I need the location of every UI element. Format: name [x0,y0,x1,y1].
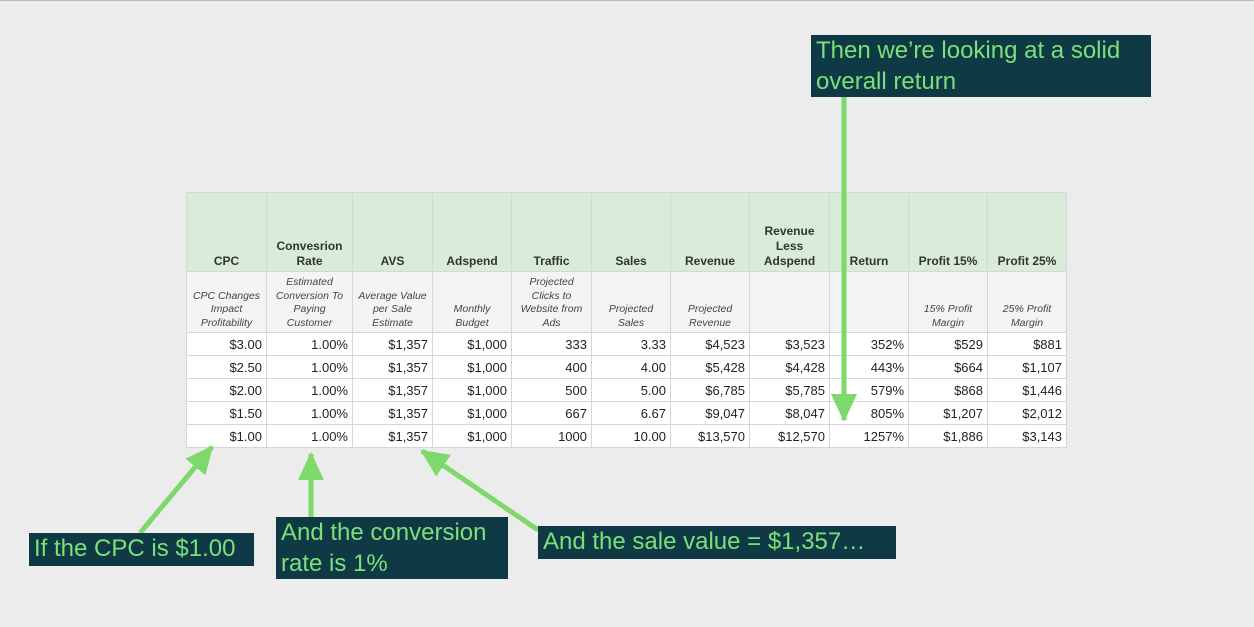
cell[interactable]: $4,523 [670,332,750,356]
cell[interactable]: $868 [908,378,988,402]
cell[interactable]: 352% [829,332,909,356]
desc-traffic: Projected Clicks to Website from Ads [511,271,592,333]
header-cpc: CPC [186,192,267,272]
table-row: $2.50 1.00% $1,357 $1,000 400 4.00 $5,42… [186,355,1067,379]
cell[interactable]: 579% [829,378,909,402]
cell[interactable]: $1,886 [908,424,988,448]
header-profit-25: Profit 25% [987,192,1067,272]
cell[interactable]: $529 [908,332,988,356]
cell[interactable]: $1.00 [186,424,267,448]
desc-profit-15: 15% Profit Margin [908,271,988,333]
desc-sales: Projected Sales [591,271,671,333]
header-traffic: Traffic [511,192,592,272]
header-avs: AVS [352,192,433,272]
table-row: $1.00 1.00% $1,357 $1,000 1000 10.00 $13… [186,424,1067,448]
cell[interactable]: 400 [511,355,592,379]
desc-cpc: CPC Changes Impact Profitability [186,271,267,333]
cell[interactable]: 1.00% [266,401,353,425]
cell[interactable]: 3.33 [591,332,671,356]
header-profit-15: Profit 15% [908,192,988,272]
callout-conversion: And the conversion rate is 1% [276,517,508,579]
cell[interactable]: $1,357 [352,378,433,402]
header-adspend: Adspend [432,192,512,272]
cell[interactable]: 500 [511,378,592,402]
cell[interactable]: 1.00% [266,332,353,356]
header-revenue-less-adspend: Revenue Less Adspend [749,192,830,272]
cell[interactable]: $9,047 [670,401,750,425]
table-row: $1.50 1.00% $1,357 $1,000 667 6.67 $9,04… [186,401,1067,425]
description-row: CPC Changes Impact Profitability Estimat… [186,271,1067,333]
cell[interactable]: $2.00 [186,378,267,402]
cell[interactable]: 1.00% [266,378,353,402]
header-conversion-rate: Convesrion Rate [266,192,353,272]
cell[interactable]: $1,207 [908,401,988,425]
cell[interactable]: 805% [829,401,909,425]
cell[interactable]: 1000 [511,424,592,448]
cell[interactable]: $3.00 [186,332,267,356]
cell[interactable]: 667 [511,401,592,425]
cell[interactable]: 6.67 [591,401,671,425]
cell[interactable]: 5.00 [591,378,671,402]
header-revenue: Revenue [670,192,750,272]
cell[interactable]: $3,143 [987,424,1067,448]
arrow-cpc [138,445,214,535]
callout-cpc: If the CPC is $1.00 [29,533,254,566]
cell[interactable]: 443% [829,355,909,379]
cell[interactable]: 333 [511,332,592,356]
cell[interactable]: $1,107 [987,355,1067,379]
cell[interactable]: $13,570 [670,424,750,448]
desc-revenue-less-adspend [749,271,830,333]
cell[interactable]: 1.00% [266,355,353,379]
table-row: $2.00 1.00% $1,357 $1,000 500 5.00 $6,78… [186,378,1067,402]
cell[interactable]: 1257% [829,424,909,448]
cell[interactable]: $1,357 [352,355,433,379]
cell[interactable]: $1,000 [432,355,512,379]
desc-revenue: Projected Revenue [670,271,750,333]
cell[interactable]: $1,000 [432,332,512,356]
cell[interactable]: $2.50 [186,355,267,379]
desc-adspend: Monthly Budget [432,271,512,333]
cell[interactable]: 4.00 [591,355,671,379]
desc-avs: Average Value per Sale Estimate [352,271,433,333]
cell[interactable]: $2,012 [987,401,1067,425]
cell[interactable]: $3,523 [749,332,830,356]
table-row: $3.00 1.00% $1,357 $1,000 333 3.33 $4,52… [186,332,1067,356]
top-border [0,0,1254,1]
cell[interactable]: $6,785 [670,378,750,402]
cell[interactable]: $1,000 [432,378,512,402]
desc-return [829,271,909,333]
cell[interactable]: $1,446 [987,378,1067,402]
desc-conversion-rate: Estimated Conversion To Paying Customer [266,271,353,333]
cell[interactable]: $1.50 [186,401,267,425]
cell[interactable]: $12,570 [749,424,830,448]
spreadsheet-table: CPC Convesrion Rate AVS Adspend Traffic … [186,192,1067,448]
cell[interactable]: $5,785 [749,378,830,402]
callout-return: Then we’re looking at a solid overall re… [811,35,1151,97]
cell[interactable]: 10.00 [591,424,671,448]
cell[interactable]: $881 [987,332,1067,356]
cell[interactable]: $4,428 [749,355,830,379]
cell[interactable]: $8,047 [749,401,830,425]
header-row: CPC Convesrion Rate AVS Adspend Traffic … [186,192,1067,272]
cell[interactable]: $1,357 [352,401,433,425]
desc-profit-25: 25% Profit Margin [987,271,1067,333]
cell[interactable]: $1,000 [432,401,512,425]
cell[interactable]: $1,000 [432,424,512,448]
callout-sale-value: And the sale value = $1,357… [538,526,896,559]
header-return: Return [829,192,909,272]
cell[interactable]: $664 [908,355,988,379]
header-sales: Sales [591,192,671,272]
cell[interactable]: $1,357 [352,332,433,356]
cell[interactable]: 1.00% [266,424,353,448]
cell[interactable]: $5,428 [670,355,750,379]
cell[interactable]: $1,357 [352,424,433,448]
